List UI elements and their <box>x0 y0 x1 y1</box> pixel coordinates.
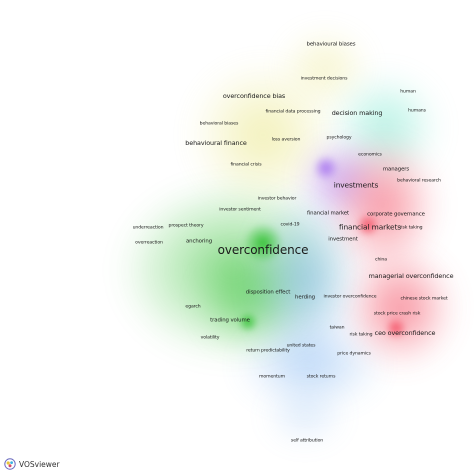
term-ceo-overconfidence[interactable]: ceo overconfidence <box>374 328 436 337</box>
term-price-dynamics[interactable]: price dynamics <box>337 351 371 357</box>
term-covid-19[interactable]: covid-19 <box>280 222 300 228</box>
cluster-core-green <box>238 312 258 332</box>
term-investment[interactable]: investment <box>328 236 358 243</box>
term-united-states[interactable]: united states <box>286 343 316 349</box>
term-stock-returns[interactable]: stock returns <box>306 374 336 380</box>
term-financial-crisis[interactable]: financial crisis <box>230 162 262 168</box>
term-volatility[interactable]: volatility <box>200 335 220 341</box>
term-corporate-governance[interactable]: corporate governance <box>367 211 425 218</box>
term-disposition-effect[interactable]: disposition effect <box>245 289 291 296</box>
cluster-density-blue <box>250 190 360 370</box>
vosviewer-logo-text: VOSviewer <box>19 459 60 469</box>
term-investment-decisions[interactable]: investment decisions <box>300 76 348 82</box>
term-overconfidence-bias[interactable]: overconfidence bias <box>222 91 286 100</box>
cluster-core-red <box>356 213 380 237</box>
term-loss-aversion[interactable]: loss aversion <box>271 137 301 143</box>
term-china[interactable]: china <box>375 257 387 263</box>
term-egarch[interactable]: egarch <box>185 304 201 310</box>
cluster-core-red <box>385 317 407 339</box>
term-financial-markets[interactable]: financial markets <box>339 222 401 232</box>
term-investor-behavior[interactable]: investor behavior <box>257 196 297 202</box>
term-anchoring[interactable]: anchoring <box>185 238 213 245</box>
term-return-predictability[interactable]: return predictability <box>246 348 290 354</box>
cluster-density-blue <box>265 385 345 445</box>
cluster-density-red <box>345 248 455 368</box>
term-underreaction[interactable]: underreaction <box>132 225 164 231</box>
cluster-density-blue <box>235 320 385 410</box>
term-overreaction[interactable]: overreaction <box>135 240 163 246</box>
term-decision-making[interactable]: decision making <box>331 108 383 117</box>
term-overconfidence[interactable]: overconfidence <box>217 243 309 257</box>
cluster-core-purple <box>313 155 339 181</box>
term-managers[interactable]: managers <box>382 166 410 173</box>
term-self-attribution[interactable]: self attribution <box>290 438 324 444</box>
term-financial-market[interactable]: financial market <box>306 210 350 217</box>
term-behavioral-research[interactable]: behavioral research <box>397 178 441 184</box>
term-herding[interactable]: herding <box>295 294 315 301</box>
term-risk-taking-top[interactable]: risk taking <box>399 225 423 231</box>
vosviewer-logo-icon <box>4 458 16 470</box>
term-investments[interactable]: investments <box>333 180 379 190</box>
term-stock-price-crash-risk[interactable]: stock price crash risk <box>373 311 421 317</box>
term-financial-data-processing[interactable]: financial data processing <box>265 109 321 115</box>
term-behavioural-biases-top[interactable]: behavioural biases <box>306 41 356 48</box>
term-chinese-stock-market[interactable]: chinese stock market <box>400 296 448 302</box>
term-trading-volume[interactable]: trading volume <box>210 317 250 324</box>
term-investor-overconfidence[interactable]: investor overconfidence <box>323 294 377 300</box>
term-risk-taking[interactable]: risk taking <box>349 332 373 338</box>
term-behavioral-biases[interactable]: behavioral biases <box>199 121 239 127</box>
term-human[interactable]: human <box>400 89 416 95</box>
term-prospect-theory[interactable]: prospect theory <box>168 223 204 229</box>
cluster-core-green <box>243 223 283 263</box>
term-psychology[interactable]: psychology <box>326 135 352 141</box>
term-humans[interactable]: humans <box>408 108 426 114</box>
term-behavioural-finance[interactable]: behavioural finance <box>185 138 247 147</box>
term-managerial-overconfidence[interactable]: managerial overconfidence <box>368 271 454 280</box>
term-economics[interactable]: economics <box>358 152 382 158</box>
term-momentum[interactable]: momentum <box>259 374 285 380</box>
vosviewer-logo: VOSviewer <box>4 458 60 470</box>
term-investor-sentiment[interactable]: investor sentiment <box>219 207 261 213</box>
term-taiwan[interactable]: taiwan <box>329 325 345 331</box>
